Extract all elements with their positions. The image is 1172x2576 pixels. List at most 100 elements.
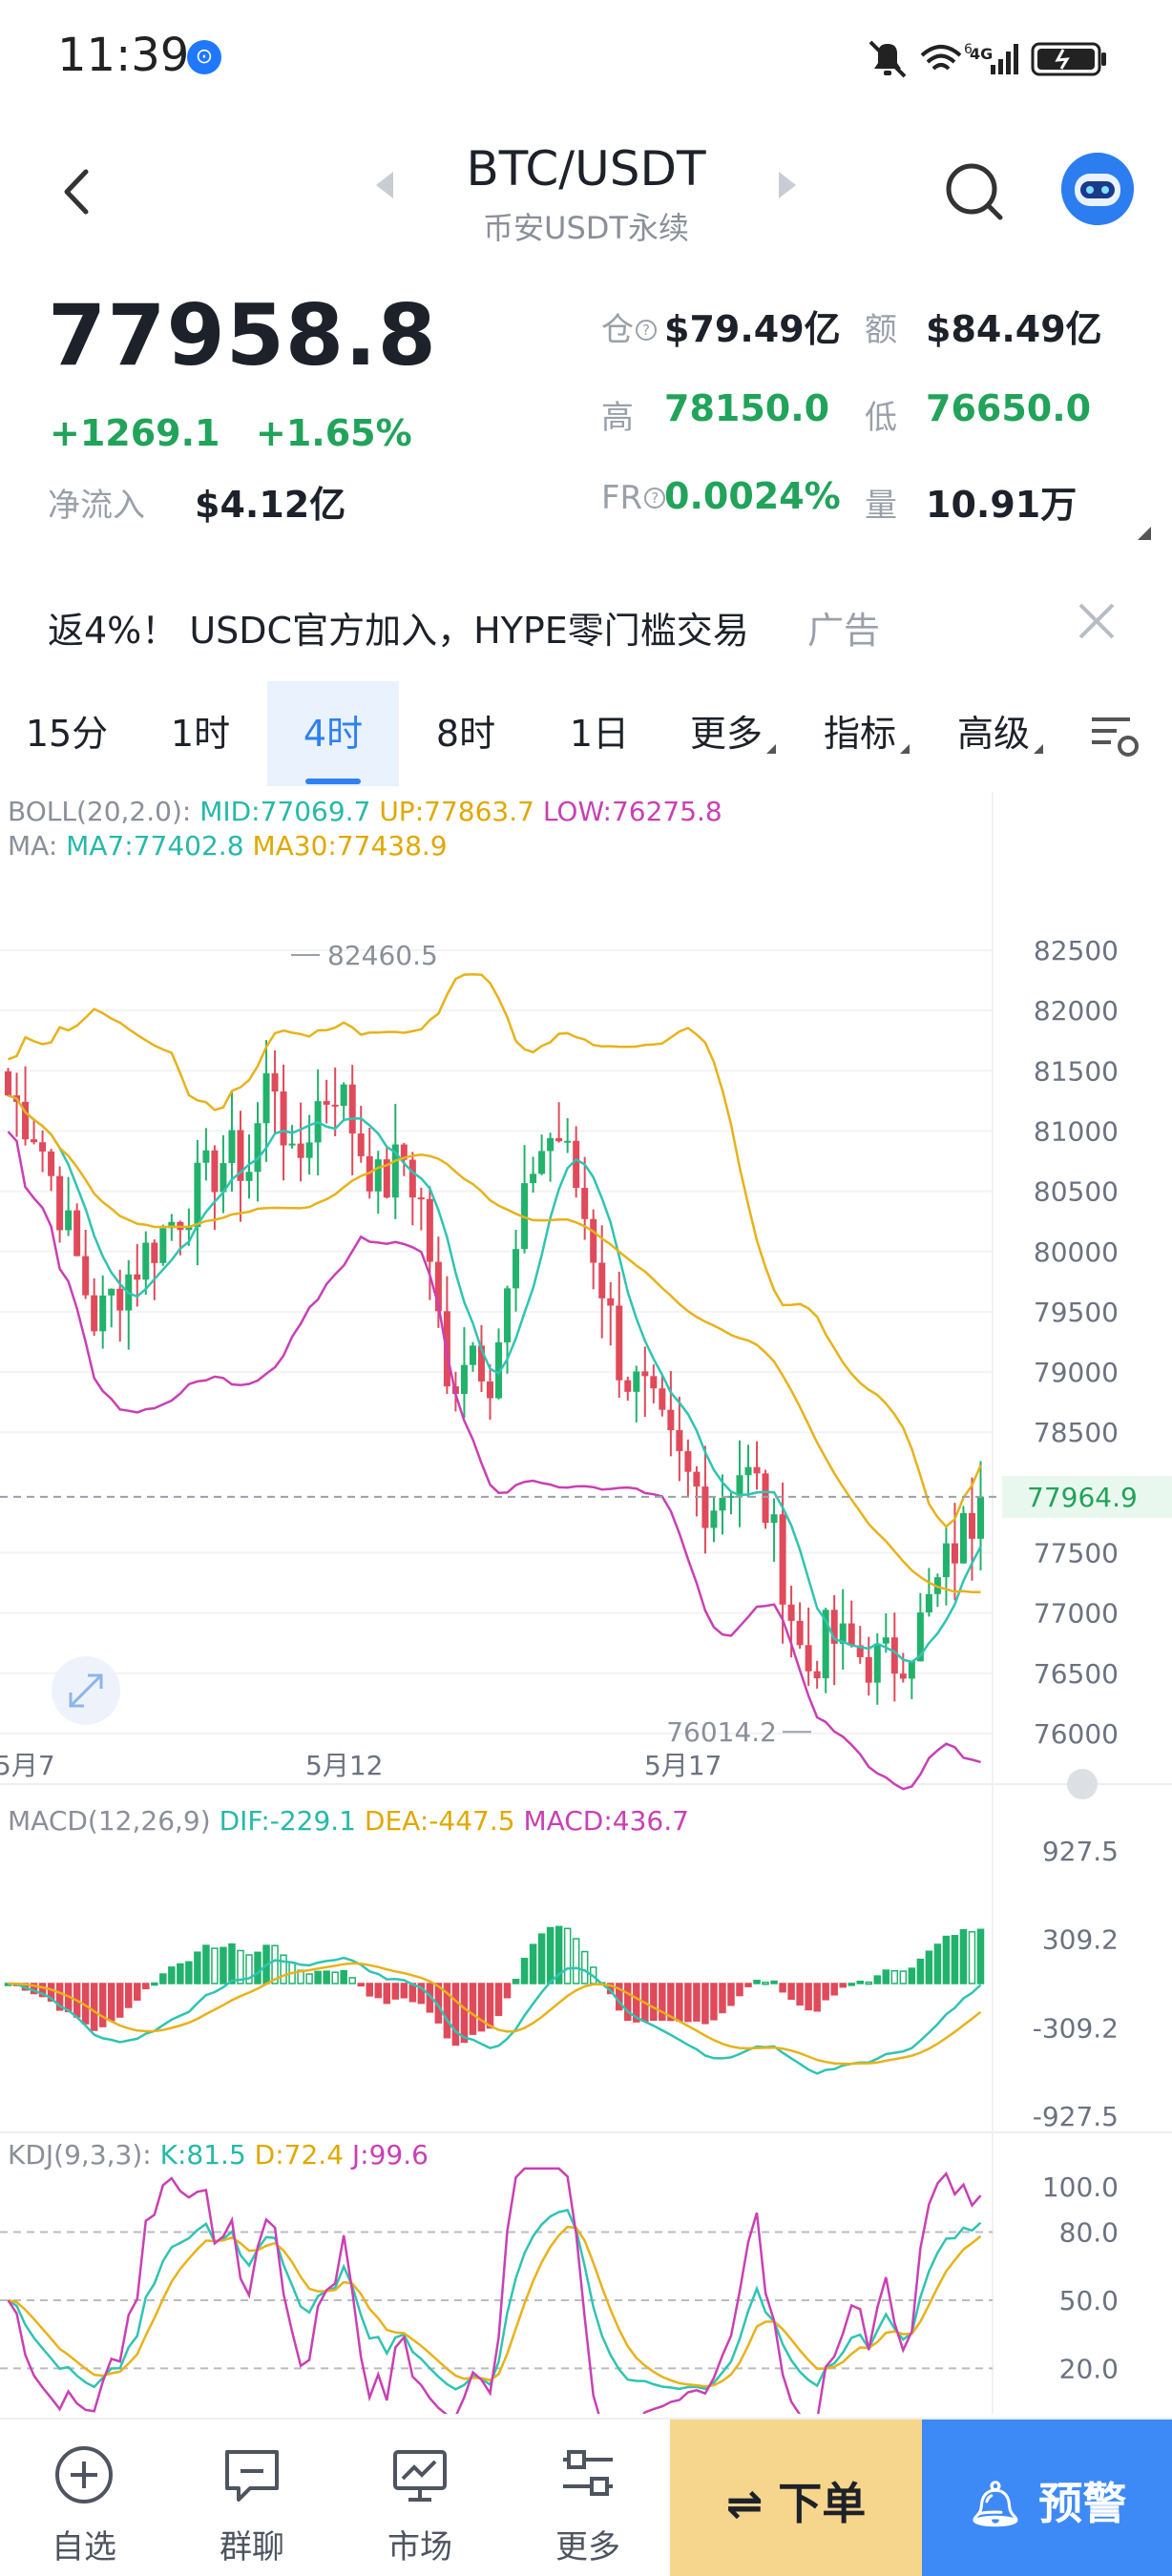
candle-body [185,1227,193,1231]
chart-canvas[interactable]: 82500 82000 81500 81000 80500 80000 79500 79000… [0,792,1172,2414]
candle-body [701,1486,709,1528]
kdj-tick-label: 50.0 [1059,2285,1119,2316]
ad-banner[interactable]: 返4%！ USDC官方加入，HYPE零门槛交易 广告 [0,572,1172,677]
macd-histogram-bar [98,1983,107,2027]
candle-body [719,1498,726,1511]
candle-body [374,1159,382,1192]
candle-body [383,1159,390,1198]
close-icon[interactable] [1073,597,1120,645]
tab-8h[interactable]: 8时 [435,713,496,755]
candle-body [762,1473,769,1524]
candle-body [495,1341,503,1399]
macd-histogram-bar [185,1961,193,1984]
prev-pair-icon[interactable] [376,172,393,198]
macd-histogram-bar [908,1967,916,1984]
pair-title[interactable]: BTC/USDT [466,141,706,197]
ticker-panel: 77958.8 +1269.1 +1.65% 净流入 $4.12亿 仓? $79… [0,277,1172,544]
candle-body [968,1512,975,1539]
expand-corner-icon[interactable] [1138,527,1151,540]
macd-histogram-bar [890,1969,899,1984]
macd-histogram-bar [796,1983,804,2006]
macd-histogram-bar [667,1983,675,2022]
candle-body [340,1084,347,1107]
macd-histogram-bar [848,1983,855,1986]
candle-body [667,1409,675,1431]
candle-body [830,1610,838,1644]
funding-rate-value: 0.0024% [664,475,841,517]
boll-upper-line [8,973,982,1528]
wifi-icon [920,45,962,71]
macd-histogram-bar [366,1983,373,1997]
low-label: 低 [865,399,897,437]
candle-body [56,1175,64,1231]
price-tick-label: 81000 [1034,1115,1119,1147]
low-value: 76650.0 [926,387,1092,429]
tab-1d[interactable]: 1日 [569,713,630,755]
candle-body [882,1637,889,1644]
candle-body [486,1381,493,1399]
ma7-line [8,1094,982,1664]
search-icon[interactable] [941,158,1008,225]
nav-more[interactable]: 更多 [504,2420,672,2576]
candle-body [942,1543,950,1578]
macd-histogram-bar [503,1983,512,1999]
candle-body [99,1295,107,1332]
help-icon[interactable]: ? [636,320,657,341]
candle-body [288,1143,296,1146]
candle-body [469,1345,476,1365]
chart-settings-icon[interactable] [1088,710,1141,763]
help-icon[interactable]: ? [644,488,666,509]
candle-body [202,1150,210,1163]
candle-body [590,1218,597,1263]
tab-advanced[interactable]: 高级 [933,681,1067,786]
tab-15m[interactable]: 15分 [25,713,109,755]
ma-legend: MA: MA7:77402.8 MA30:77438.9 [8,830,448,862]
candle-body [22,1101,30,1140]
kline-chart[interactable]: 82500 82000 81500 81000 80500 80000 79500 79000… [0,792,1172,2414]
chat-icon [225,2450,279,2502]
candle-body [408,1159,416,1198]
macd-histogram-bar [151,1982,158,1986]
macd-histogram-bar [882,1969,890,1984]
price-alert-button[interactable]: 🔔︎ 预警 [922,2420,1172,2576]
tab-1h[interactable]: 1时 [170,713,231,755]
candle-body [676,1430,683,1452]
nav-group-chat[interactable]: 群聊 [168,2420,336,2576]
fullscreen-arrows [69,1673,103,1708]
tab-4h[interactable]: 4时 [267,681,399,786]
open-interest-label[interactable]: 仓? [601,303,657,350]
macd-tick-label: 309.2 [1042,1924,1119,1956]
macd-histogram-bar [951,1935,959,1984]
candle-body [220,1163,227,1193]
candle-body [744,1466,752,1476]
funding-rate-label[interactable]: FR? [601,479,666,517]
tab-more[interactable]: 更多 [666,681,800,786]
volume-value: 10.91万 [926,484,1078,526]
macd-histogram-bar [779,1983,786,1993]
price-tick-label: 81500 [1034,1055,1119,1087]
high-label: 高 [601,399,634,437]
candle-body [400,1144,408,1160]
macd-histogram-bar [194,1951,201,1984]
macd-histogram-bar [400,1983,408,1999]
nav-watchlist[interactable]: 自选 [0,2420,168,2576]
macd-histogram-bar [839,1983,847,1988]
candle-body [357,1133,365,1156]
place-order-button[interactable]: ⇌ 下单 [670,2420,922,2576]
macd-histogram-bar [727,1983,735,2006]
macd-histogram-bar [925,1950,933,1984]
candle-body [417,1197,425,1200]
macd-histogram-bar [47,1983,55,2002]
next-pair-icon[interactable] [779,172,796,198]
tab-indicators[interactable]: 指标 [800,681,933,786]
scroll-latest-icon[interactable] [1067,1769,1098,1799]
ad-text[interactable]: 返4%！ USDC官方加入，HYPE零门槛交易 [48,610,749,652]
back-arrow-icon[interactable] [53,158,101,225]
macd-histogram-bar [374,1983,383,1999]
dropdown-icon [1034,744,1043,754]
mute-bell-icon [869,40,907,78]
candle-body [108,1288,115,1296]
assistant-bot-icon[interactable] [1061,153,1134,225]
nav-market[interactable]: 市场 [336,2420,504,2576]
candle-body [91,1295,98,1332]
